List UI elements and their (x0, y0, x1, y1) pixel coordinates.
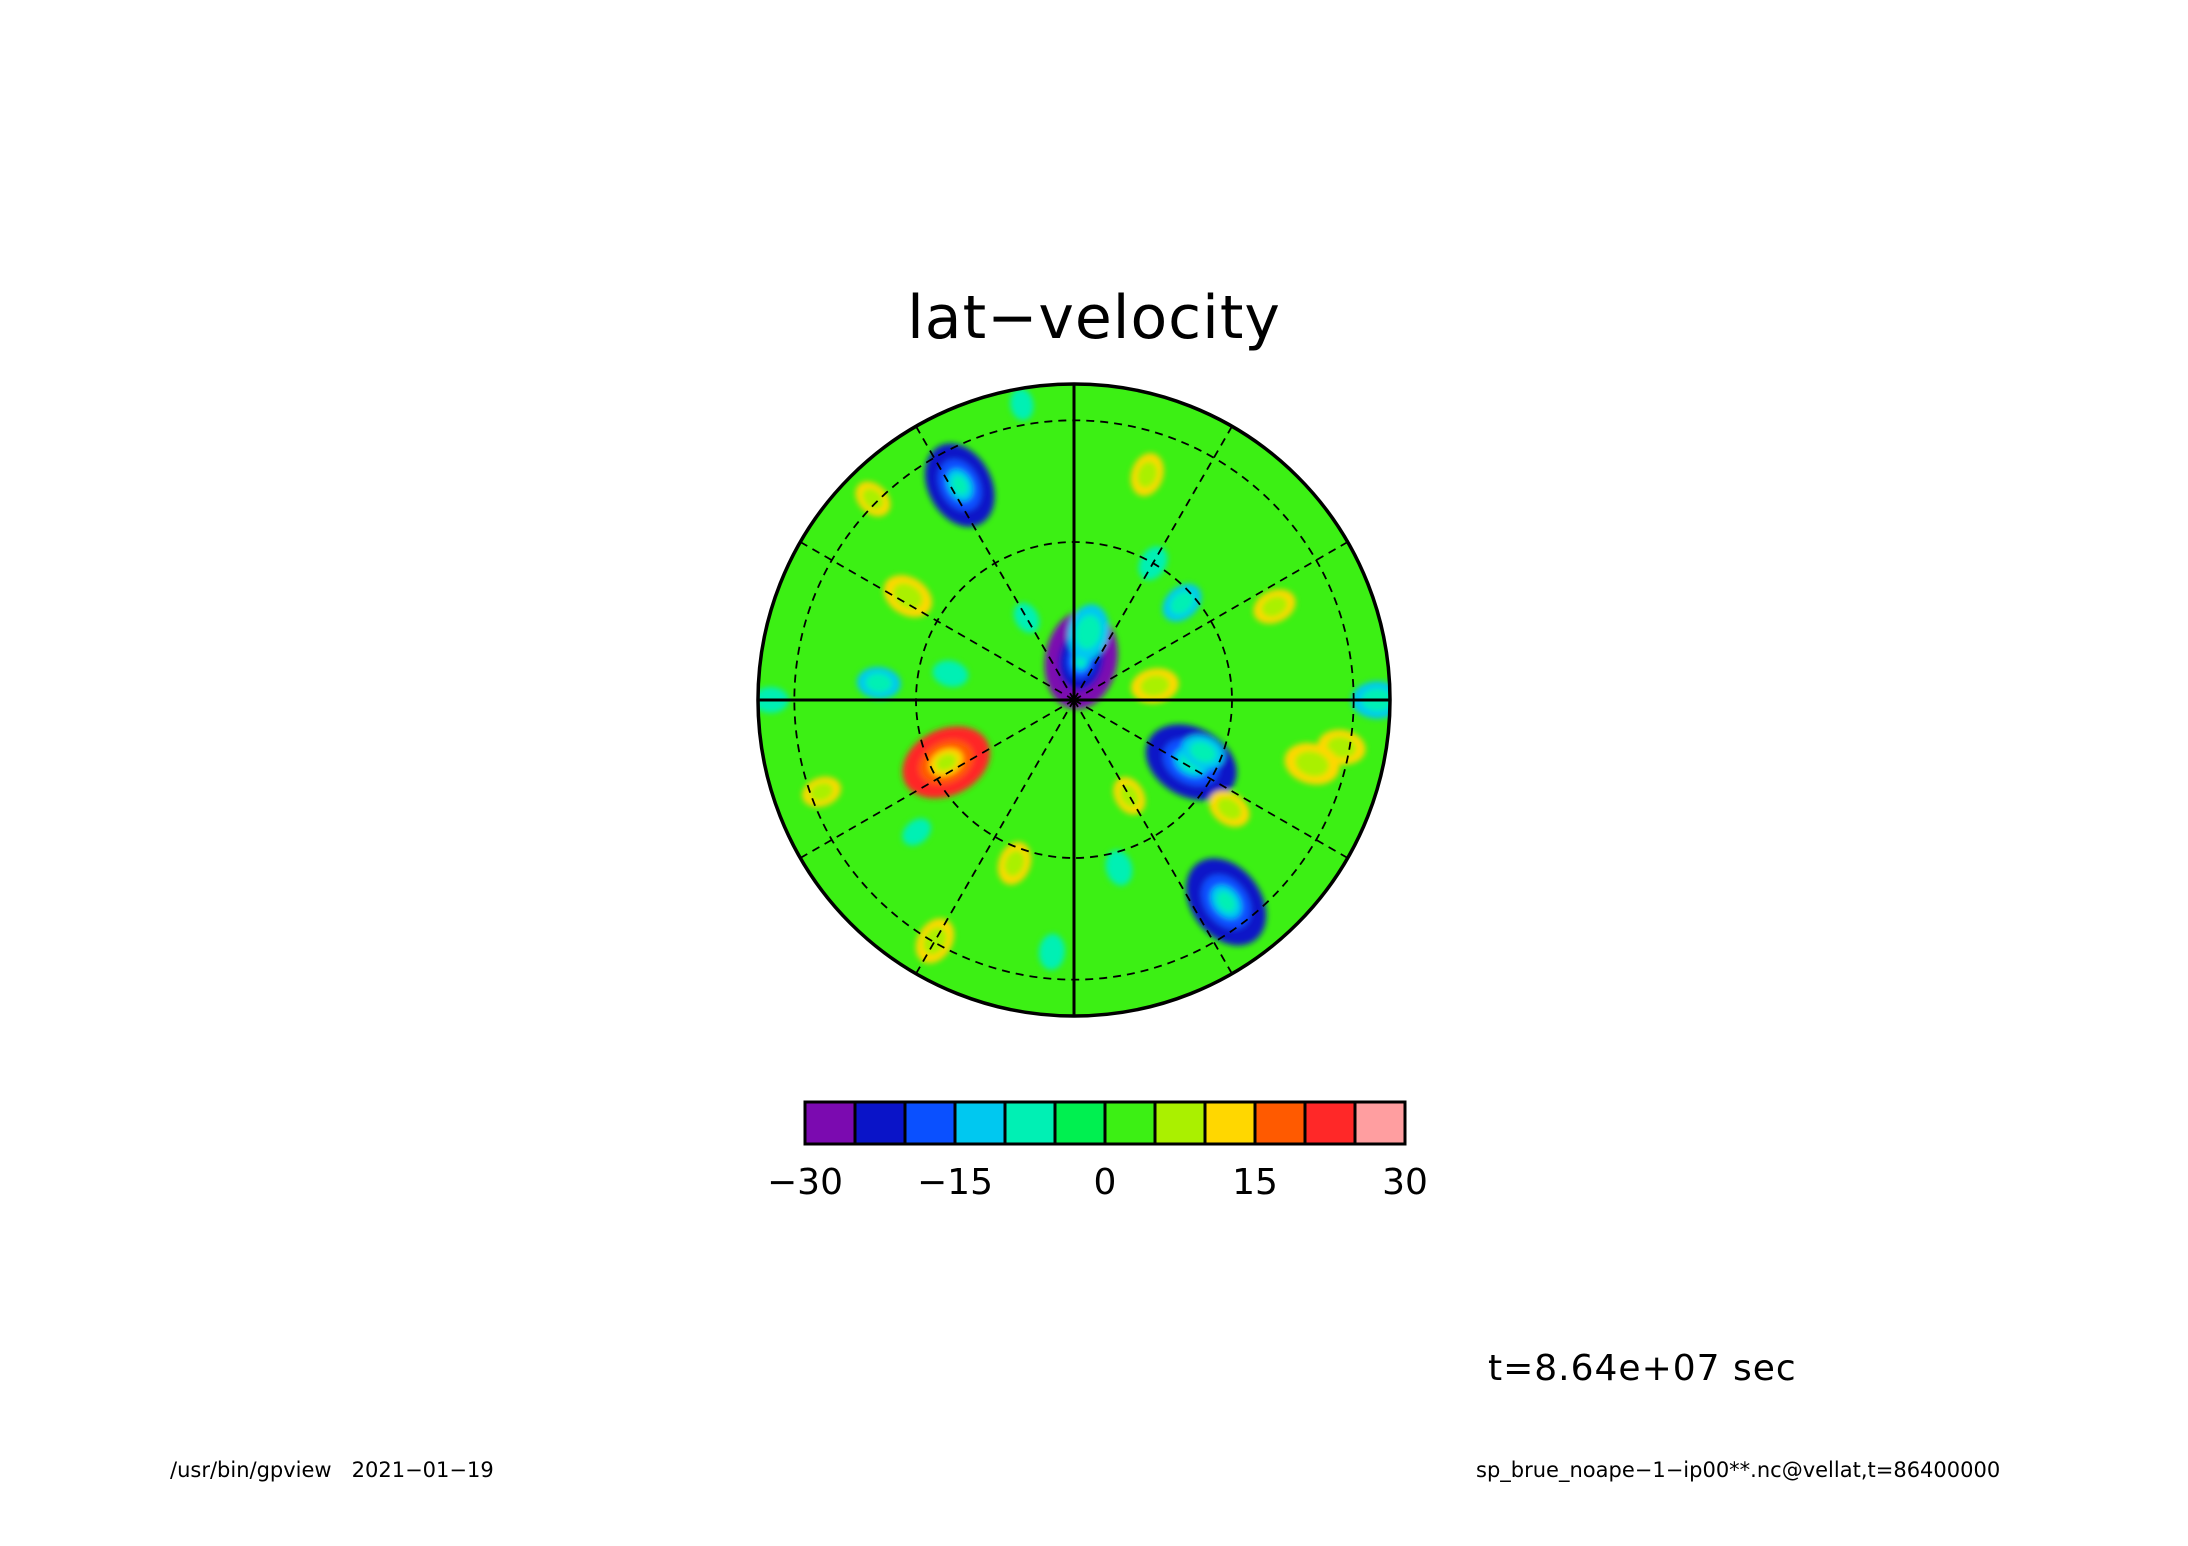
colorbar-tick-label: 0 (1094, 1162, 1117, 1203)
anomaly (902, 818, 931, 846)
anomaly-contour (1010, 388, 1034, 421)
anomaly (932, 660, 969, 687)
polar-map (756, 382, 1392, 1018)
anomaly (1186, 858, 1267, 946)
anomaly-contour (1216, 891, 1236, 913)
meridian-line (1073, 699, 1349, 859)
anomaly (1067, 604, 1110, 660)
colorbar-box (1053, 1100, 1107, 1146)
colorbar-box (1003, 1100, 1057, 1146)
colorbar-tick-label: −15 (917, 1162, 993, 1203)
colorbar-box (803, 1100, 857, 1146)
anomaly (1131, 668, 1179, 704)
colorbar-box (903, 1100, 957, 1146)
anomaly-contour (862, 488, 884, 510)
anomaly-contour (809, 782, 834, 802)
anomaly-contour (1038, 933, 1065, 970)
anomaly (855, 481, 891, 517)
anomaly (1284, 743, 1340, 785)
colorbar-box (853, 1100, 907, 1146)
anomaly (1038, 933, 1065, 970)
footer-source: sp_brue_noape−1−ip00**.nc@vellat,t=86400… (1476, 1458, 2001, 1482)
anomaly-contour (1136, 461, 1158, 488)
colorbar-box (1303, 1100, 1357, 1146)
anomaly (924, 443, 995, 527)
meridian-line (1073, 425, 1233, 701)
colorbar-tick-label: 15 (1232, 1162, 1278, 1203)
anomaly-contour (1189, 741, 1217, 763)
anomaly (1105, 850, 1133, 886)
anomaly (1010, 388, 1034, 421)
anomaly (1181, 735, 1225, 769)
colorbar-boxes (803, 1100, 1407, 1146)
colorbar-tick-label: −30 (770, 1162, 843, 1203)
anomaly-contour (932, 660, 969, 687)
meridian-line (1073, 699, 1233, 975)
anomaly-contour (1075, 614, 1102, 650)
meridian-line (799, 699, 1075, 859)
anomaly-contour (1295, 750, 1330, 777)
anomaly-contour (1326, 736, 1357, 759)
anomaly-contour (1004, 850, 1025, 877)
footer-date: 2021−01−19 (351, 1458, 494, 1482)
map-boundary (756, 382, 1392, 1018)
anomaly-contour (1261, 595, 1288, 618)
anomaly-contour (1119, 784, 1140, 808)
colorbar-labels: −30 −15 0 15 30 (770, 1162, 1428, 1203)
anomaly-contour (902, 818, 931, 846)
anomaly-contour (865, 673, 893, 693)
anomaly (915, 918, 955, 964)
anomaly (1013, 602, 1040, 633)
anomaly-contour (1013, 602, 1040, 633)
colorbar-box (1353, 1100, 1407, 1146)
anomaly (1130, 453, 1164, 497)
colorbar: −30 −15 0 15 30 (770, 1100, 1428, 1203)
colorbar-box (1253, 1100, 1307, 1146)
anomaly-contour (1169, 591, 1195, 615)
anomaly (902, 726, 991, 799)
anomaly-contour (1105, 850, 1133, 886)
meridian-line (1073, 541, 1349, 701)
meridian-line (915, 425, 1075, 701)
colorbar-box (953, 1100, 1007, 1146)
anomaly (1253, 589, 1296, 624)
anomaly-contour (892, 583, 923, 610)
anomaly-contour (1140, 674, 1170, 697)
graticule (756, 382, 1392, 1018)
anomaly (997, 841, 1032, 885)
anomaly (883, 575, 933, 618)
anomaly (1113, 777, 1146, 815)
footer-program: /usr/bin/gpview (170, 1458, 332, 1482)
colorbar-box (1203, 1100, 1257, 1146)
anomaly-contour (923, 926, 947, 955)
anomaly-contour (1216, 797, 1242, 820)
footer-left: /usr/bin/gpview 2021−01−19 (170, 1458, 494, 1482)
anomaly-contour (951, 475, 969, 496)
anomaly (1209, 790, 1250, 827)
anomaly (1162, 583, 1202, 622)
time-label: t=8.64e+07 sec (1488, 1348, 1797, 1389)
colorbar-box (1103, 1100, 1157, 1146)
meridian-line (915, 699, 1075, 975)
colorbar-box (1153, 1100, 1207, 1146)
meridian-line (799, 541, 1075, 701)
anomaly (856, 667, 901, 699)
colorbar-tick-label: 30 (1382, 1162, 1428, 1203)
chart-title: lat−velocity (907, 283, 1281, 353)
anomaly-contour (935, 753, 957, 771)
